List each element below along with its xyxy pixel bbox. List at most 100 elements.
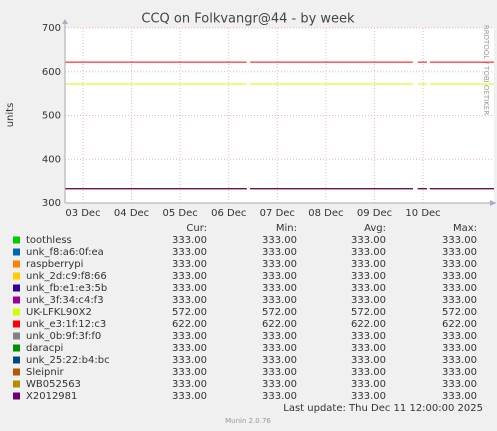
legend-stat: 333.00 xyxy=(262,235,297,246)
legend-stat: 333.00 xyxy=(262,295,297,306)
legend-stat: 572.00 xyxy=(262,307,297,318)
legend-stat: 333.00 xyxy=(172,283,207,294)
legend-name: unk_3f:34:c4:f3 xyxy=(26,295,104,306)
plot-area xyxy=(65,28,494,203)
legend-stat: 333.00 xyxy=(172,379,207,390)
legend-stat: 333.00 xyxy=(172,259,207,270)
legend-stat: 333.00 xyxy=(442,379,477,390)
legend-stat: 333.00 xyxy=(172,295,207,306)
legend-stat: 333.00 xyxy=(172,367,207,378)
legend-stat: 333.00 xyxy=(442,391,477,402)
legend-stat: 333.00 xyxy=(172,271,207,282)
legend-name: WB052563 xyxy=(26,379,81,390)
legend-name: X2012981 xyxy=(26,391,77,402)
legend-swatch xyxy=(13,356,20,364)
legend-stat: 333.00 xyxy=(351,343,386,354)
legend-stat: 572.00 xyxy=(351,307,386,318)
x-tick-label: 08 Dec xyxy=(308,208,343,219)
legend-stat: 333.00 xyxy=(351,379,386,390)
legend-name: unk_2d:c9:f8:66 xyxy=(26,271,107,282)
legend-name: daracpi xyxy=(26,343,63,354)
legend-stat: 333.00 xyxy=(351,331,386,342)
legend: Cur: Min: Avg: Max:toothless 333.00 333.00 333… xyxy=(13,223,477,402)
legend-swatch xyxy=(13,284,20,292)
legend-stat: 333.00 xyxy=(351,367,386,378)
legend-stat: 572.00 xyxy=(442,307,477,318)
legend-stat: 333.00 xyxy=(442,343,477,354)
y-tick-label: 300 xyxy=(42,198,61,209)
legend-name: unk_0b:9f:3f:f0 xyxy=(26,331,101,342)
legend-stat: 622.00 xyxy=(262,319,297,330)
x-tick-label: 05 Dec xyxy=(163,208,198,219)
legend-name: raspberrypi xyxy=(26,259,83,270)
legend-stat: 333.00 xyxy=(262,271,297,282)
legend-stat: 622.00 xyxy=(351,319,386,330)
legend-name: toothless xyxy=(26,235,72,246)
y-tick-label: 700 xyxy=(42,23,61,34)
legend-stat: 333.00 xyxy=(351,283,386,294)
axis-arrow xyxy=(490,200,496,206)
legend-name: unk_25:22:b4:bc xyxy=(26,355,110,366)
legend-header: Avg: xyxy=(364,223,386,234)
legend-stat: 333.00 xyxy=(262,367,297,378)
legend-stat: 333.00 xyxy=(172,391,207,402)
legend-header: Cur: xyxy=(186,223,207,234)
x-tick-label: 04 Dec xyxy=(114,208,149,219)
x-tick-label: 07 Dec xyxy=(260,208,295,219)
legend-stat: 622.00 xyxy=(172,319,207,330)
legend-name: unk_f8:a6:0f:ea xyxy=(26,247,104,258)
legend-header: Min: xyxy=(276,223,297,234)
legend-stat: 333.00 xyxy=(172,235,207,246)
legend-swatch xyxy=(13,380,20,388)
legend-stat: 333.00 xyxy=(351,247,386,258)
legend-swatch xyxy=(13,308,20,316)
legend-stat: 333.00 xyxy=(262,343,297,354)
legend-stat: 333.00 xyxy=(172,247,207,258)
legend-stat: 333.00 xyxy=(351,391,386,402)
y-tick-label: 600 xyxy=(42,67,61,78)
legend-name: Sleipnir xyxy=(26,367,65,378)
legend-stat: 622.00 xyxy=(442,319,477,330)
legend-stat: 333.00 xyxy=(351,235,386,246)
legend-stat: 333.00 xyxy=(442,247,477,258)
y-tick-label: 500 xyxy=(42,111,61,122)
axis-arrow xyxy=(62,19,68,24)
chart-title: CCQ on Folkvangr@44 - by week xyxy=(141,12,355,27)
legend-stat: 333.00 xyxy=(442,355,477,366)
legend-swatch xyxy=(13,272,20,280)
x-tick-label: 06 Dec xyxy=(211,208,246,219)
legend-swatch xyxy=(13,320,20,328)
legend-swatch xyxy=(13,332,20,340)
footer: Last update: Thu Dec 11 12:00:00 2025 xyxy=(283,403,483,414)
side-text: RRDTOOL / TOBI OETIKER xyxy=(482,25,490,115)
legend-swatch xyxy=(13,296,20,304)
legend-swatch xyxy=(13,236,20,244)
legend-name: UK-LFKL90X2 xyxy=(26,307,92,318)
legend-swatch xyxy=(13,368,20,376)
legend-stat: 333.00 xyxy=(351,271,386,282)
legend-stat: 333.00 xyxy=(442,259,477,270)
legend-stat: 333.00 xyxy=(351,259,386,270)
x-tick-label: 09 Dec xyxy=(357,208,392,219)
legend-stat: 333.00 xyxy=(262,331,297,342)
version: Munin 2.0.76 xyxy=(225,417,271,425)
legend-swatch xyxy=(13,248,20,256)
legend-swatch xyxy=(13,344,20,352)
lines xyxy=(65,61,494,190)
legend-stat: 333.00 xyxy=(172,331,207,342)
legend-stat: 333.00 xyxy=(351,355,386,366)
legend-stat: 572.00 xyxy=(172,307,207,318)
legend-stat: 333.00 xyxy=(442,271,477,282)
legend-stat: 333.00 xyxy=(442,235,477,246)
y-axis-label: units xyxy=(5,103,16,128)
legend-swatch xyxy=(13,392,20,400)
legend-stat: 333.00 xyxy=(262,391,297,402)
legend-stat: 333.00 xyxy=(262,355,297,366)
x-tick-label: 10 Dec xyxy=(405,208,440,219)
legend-stat: 333.00 xyxy=(442,295,477,306)
legend-stat: 333.00 xyxy=(262,283,297,294)
legend-name: unk_fb:e1:e3:5b xyxy=(26,283,107,294)
legend-stat: 333.00 xyxy=(172,355,207,366)
